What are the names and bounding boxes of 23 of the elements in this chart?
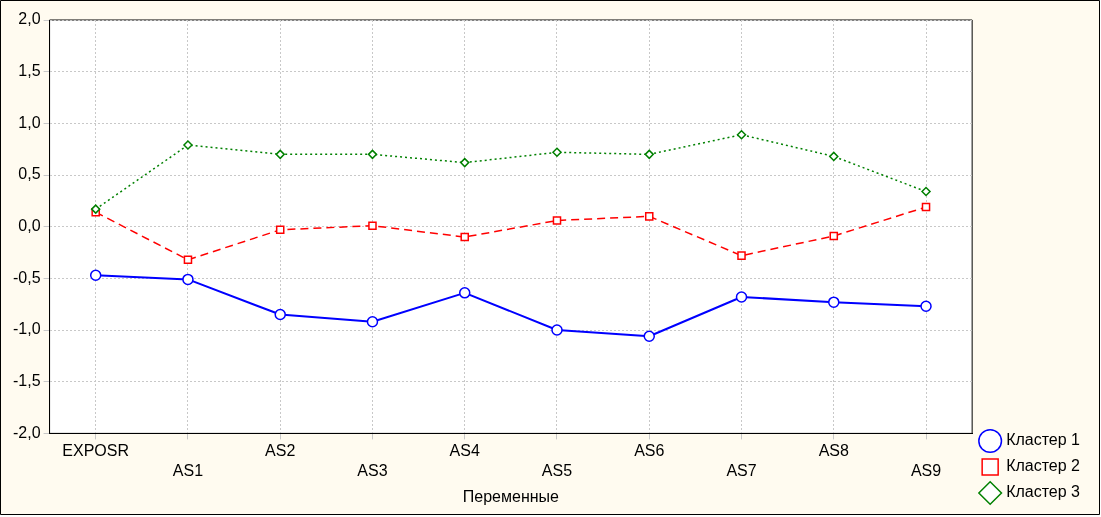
y-tick-label: 2,0: [18, 10, 41, 28]
x-tick-label: EXPOSR: [62, 442, 130, 460]
x-tick-label: AS7: [726, 461, 757, 479]
legend-label: Кластер 2: [1006, 457, 1081, 475]
y-tick-label: -1,0: [12, 320, 41, 338]
y-tick-label: -0,5: [12, 268, 41, 286]
x-tick-label: AS8: [818, 442, 849, 460]
legend-label: Кластер 1: [1006, 431, 1081, 449]
x-axis-title: Переменные: [462, 487, 560, 505]
y-tick-label: 0,0: [18, 217, 41, 235]
x-tick-label: AS3: [357, 461, 388, 479]
y-tick-label: -1,5: [12, 372, 41, 390]
y-tick-label: 1,0: [18, 113, 41, 131]
y-tick-label: -2,0: [12, 423, 41, 441]
x-tick-label: AS1: [172, 461, 204, 479]
x-tick-label: AS6: [634, 442, 665, 460]
x-tick-label: AS5: [541, 461, 573, 479]
x-tick-label: AS9: [910, 461, 942, 479]
legend-label: Кластер 3: [1006, 483, 1081, 501]
x-tick-label: AS2: [265, 442, 296, 460]
y-tick-label: 1,5: [18, 62, 41, 80]
y-tick-label: 0,5: [18, 165, 41, 183]
x-tick-label: AS4: [449, 442, 480, 460]
